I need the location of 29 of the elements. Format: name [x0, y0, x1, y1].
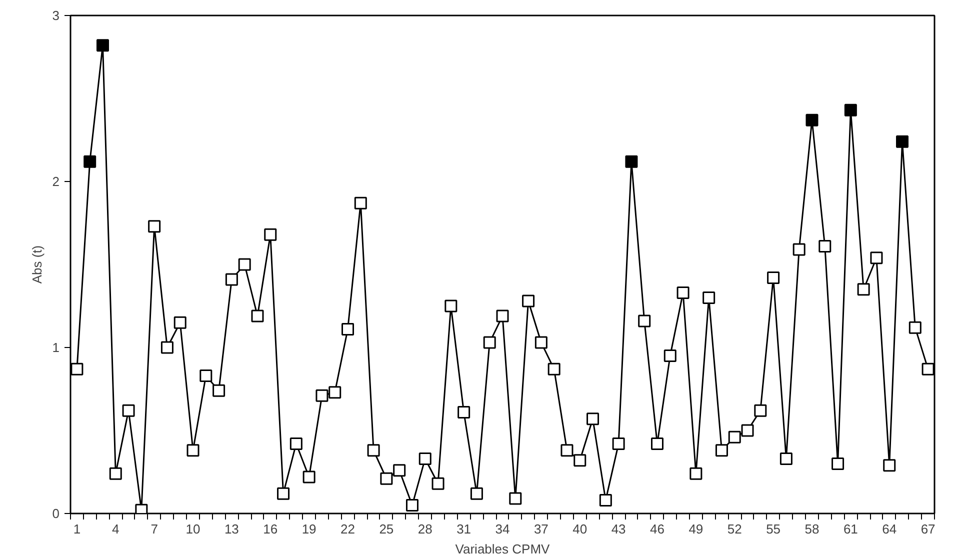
x-tick-label: 13 — [224, 522, 239, 536]
x-tick-label: 61 — [843, 522, 858, 536]
x-tick-label: 67 — [920, 522, 936, 536]
x-tick-label: 31 — [456, 522, 472, 536]
x-tick-label: 10 — [186, 522, 200, 536]
y-axis-title: Abs (t) — [29, 245, 44, 284]
y-tick-label: 3 — [52, 8, 60, 23]
x-tick-label: 4 — [112, 522, 120, 536]
x-tick-label: 40 — [572, 522, 588, 536]
x-tick-label: 64 — [882, 522, 897, 536]
x-tick-label: 43 — [611, 522, 626, 536]
x-tick-label: 34 — [495, 522, 510, 536]
x-axis-title: Variables CPMV — [455, 542, 550, 556]
y-tick-label: 1 — [52, 340, 60, 355]
x-tick-label: 19 — [302, 522, 316, 536]
y-tick-label: 2 — [52, 174, 60, 189]
x-tick-label: 16 — [263, 522, 278, 536]
x-tick-label: 7 — [150, 522, 158, 536]
x-tick-label: 46 — [650, 522, 664, 536]
x-tick-label: 37 — [534, 522, 548, 536]
x-tick-label: 52 — [727, 522, 742, 536]
x-tick-label: 28 — [418, 522, 432, 536]
x-tick-label: 22 — [340, 522, 355, 536]
x-tick-label: 1 — [73, 522, 81, 536]
x-tick-label: 49 — [688, 522, 704, 536]
x-tick-label: 58 — [804, 522, 820, 536]
x-tick-label: 55 — [766, 522, 781, 536]
y-tick-label: 0 — [52, 506, 60, 521]
x-tick-label: 25 — [379, 522, 394, 536]
